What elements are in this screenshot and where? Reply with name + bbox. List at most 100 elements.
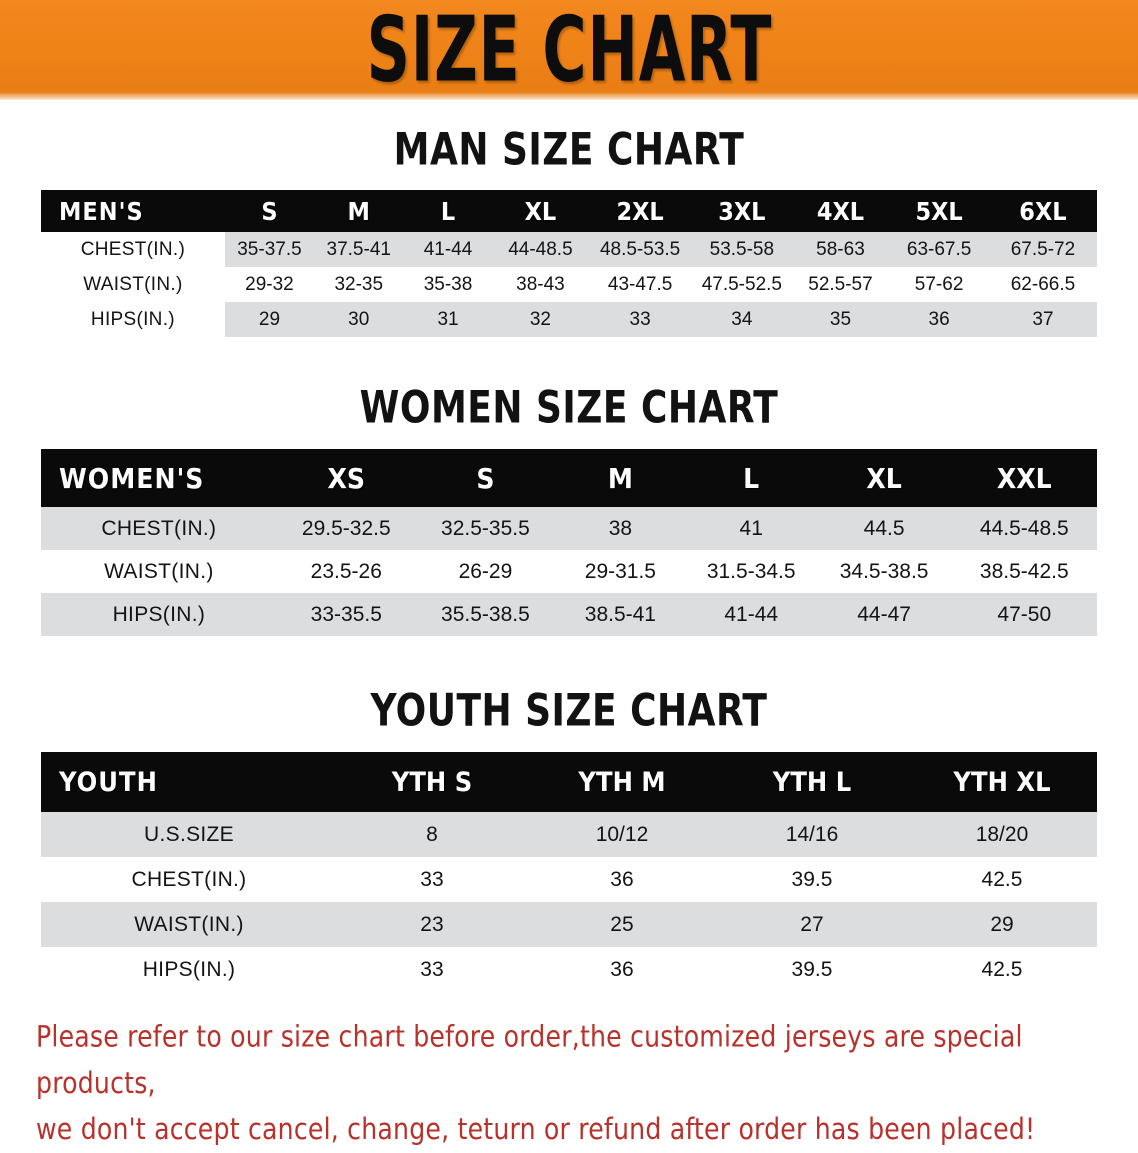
- youth-size-column-header: YTH M: [526, 752, 717, 812]
- men-size-column-header: 4XL: [791, 190, 890, 232]
- men-measurement-value: 35-37.5: [224, 232, 315, 267]
- youth-measurement-value: 33: [336, 857, 527, 902]
- men-measurement-value: 32: [492, 302, 589, 337]
- men-measurement-value: 34: [692, 302, 792, 337]
- women-size-column-header: M: [554, 449, 686, 507]
- women-measurement-value: 47-50: [951, 593, 1097, 636]
- men-measurement-value: 58-63: [791, 232, 890, 267]
- men-measurement-value: 33: [588, 302, 693, 337]
- men-measurement-value: 62-66.5: [988, 267, 1097, 302]
- women-header-label: WOMEN'S: [41, 449, 277, 507]
- youth-measurement-value: 36: [526, 857, 717, 902]
- man-table-body: CHEST(IN.) 35-37.5 37.5-41 41-44 44-48.5 48.5…: [41, 232, 1097, 337]
- banner-bottom-fade: [0, 92, 1138, 100]
- women-measurement-value: 29.5-32.5: [276, 507, 416, 550]
- men-size-column-header: XL: [492, 190, 589, 232]
- table-row: HIPS(IN.) 33 36 39.5 42.5: [41, 947, 1097, 992]
- men-measurement-value: 30: [314, 302, 404, 337]
- men-size-column-header: L: [403, 190, 493, 232]
- women-size-column-header: XXL: [951, 449, 1097, 507]
- men-measurement-value: 43-47.5: [588, 267, 693, 302]
- youth-measurement-value: 33: [336, 947, 527, 992]
- men-measurement-value: 63-67.5: [889, 232, 989, 267]
- women-measurement-value: 26-29: [415, 550, 555, 593]
- youth-table-wrap: YOUTH YTH S YTH M YTH L YTH XL U.S.SIZE 8 10/1…: [41, 752, 1097, 992]
- youth-size-table: YOUTH YTH S YTH M YTH L YTH XL U.S.SIZE 8 10/1…: [41, 752, 1097, 992]
- women-measurement-value: 44-47: [816, 593, 952, 636]
- table-row: WAIST(IN.) 23.5-26 26-29 29-31.5 31.5-34.5 34…: [41, 550, 1097, 593]
- men-measurement-value: 36: [889, 302, 989, 337]
- youth-table-head: YOUTH YTH S YTH M YTH L YTH XL: [41, 752, 1097, 812]
- women-measurement-value: 38.5-42.5: [951, 550, 1097, 593]
- youth-row-label: U.S.SIZE: [41, 812, 337, 857]
- men-row-label: HIPS(IN.): [41, 302, 225, 337]
- man-table-wrap: MEN'S S M L XL 2XL 3XL 4XL 5XL 6XL CHEST(IN.) 35-3…: [41, 190, 1097, 337]
- disclaimer-line-2: we don't accept cancel, change, teturn o…: [36, 1111, 1036, 1147]
- women-measurement-value: 38.5-41: [554, 593, 686, 636]
- man-header-row: MEN'S S M L XL 2XL 3XL 4XL 5XL 6XL: [41, 190, 1097, 232]
- table-row: HIPS(IN.) 33-35.5 35.5-38.5 38.5-41 41-44 44-…: [41, 593, 1097, 636]
- women-row-label: CHEST(IN.): [41, 507, 277, 550]
- page-banner: SIZE CHART: [0, 0, 1138, 100]
- men-size-column-header: 6XL: [988, 190, 1097, 232]
- men-size-column-header: 5XL: [889, 190, 989, 232]
- youth-header-row: YOUTH YTH S YTH M YTH L YTH XL: [41, 752, 1097, 812]
- youth-size-column-header: YTH S: [336, 752, 527, 812]
- man-table-head: MEN'S S M L XL 2XL 3XL 4XL 5XL 6XL: [41, 190, 1097, 232]
- youth-measurement-value: 25: [526, 902, 717, 947]
- men-measurement-value: 32-35: [314, 267, 404, 302]
- men-measurement-value: 35-38: [403, 267, 493, 302]
- women-measurement-value: 23.5-26: [276, 550, 416, 593]
- women-size-column-header: L: [685, 449, 817, 507]
- youth-measurement-value: 39.5: [716, 857, 907, 902]
- men-measurement-value: 38-43: [492, 267, 589, 302]
- men-measurement-value: 48.5-53.5: [588, 232, 693, 267]
- women-size-column-header: XS: [276, 449, 416, 507]
- youth-measurement-value: 42.5: [906, 947, 1097, 992]
- youth-measurement-value: 36: [526, 947, 717, 992]
- youth-section-title: YOUTH SIZE CHART: [370, 685, 768, 737]
- women-row-label: WAIST(IN.): [41, 550, 277, 593]
- women-row-label: HIPS(IN.): [41, 593, 277, 636]
- men-measurement-value: 35: [791, 302, 890, 337]
- youth-measurement-value: 39.5: [716, 947, 907, 992]
- men-size-column-header: S: [224, 190, 315, 232]
- women-measurement-value: 44.5-48.5: [951, 507, 1097, 550]
- men-size-column-header: M: [314, 190, 404, 232]
- youth-measurement-value: 23: [336, 902, 527, 947]
- table-row: HIPS(IN.) 29 30 31 32 33 34 35 36 37: [41, 302, 1097, 337]
- men-row-label: WAIST(IN.): [41, 267, 225, 302]
- women-measurement-value: 35.5-38.5: [415, 593, 555, 636]
- men-header-label: MEN'S: [41, 190, 225, 232]
- page-title: SIZE CHART: [366, 0, 772, 102]
- men-measurement-value: 67.5-72: [988, 232, 1097, 267]
- women-table-head: WOMEN'S XS S M L XL XXL: [41, 449, 1097, 507]
- disclaimer-line-1: Please refer to our size chart before or…: [36, 1019, 1023, 1101]
- youth-measurement-value: 42.5: [906, 857, 1097, 902]
- men-measurement-value: 37: [988, 302, 1097, 337]
- youth-measurement-value: 14/16: [716, 812, 907, 857]
- youth-measurement-value: 10/12: [526, 812, 717, 857]
- women-measurement-value: 29-31.5: [554, 550, 686, 593]
- women-measurement-value: 41-44: [685, 593, 817, 636]
- women-measurement-value: 41: [685, 507, 817, 550]
- table-row: U.S.SIZE 8 10/12 14/16 18/20: [41, 812, 1097, 857]
- men-measurement-value: 41-44: [403, 232, 493, 267]
- women-measurement-value: 32.5-35.5: [415, 507, 555, 550]
- youth-row-label: HIPS(IN.): [41, 947, 337, 992]
- men-measurement-value: 57-62: [889, 267, 989, 302]
- table-row: CHEST(IN.) 29.5-32.5 32.5-35.5 38 41 44.5 44.5…: [41, 507, 1097, 550]
- women-table-wrap: WOMEN'S XS S M L XL XXL CHEST(IN.) 29.5-32.5 32.…: [41, 449, 1097, 636]
- men-measurement-value: 37.5-41: [314, 232, 404, 267]
- table-row: WAIST(IN.) 29-32 32-35 35-38 38-43 43-47.5 47.…: [41, 267, 1097, 302]
- youth-measurement-value: 18/20: [906, 812, 1097, 857]
- youth-size-column-header: YTH XL: [906, 752, 1097, 812]
- women-size-table: WOMEN'S XS S M L XL XXL CHEST(IN.) 29.5-32.5 32.…: [41, 449, 1097, 636]
- table-row: CHEST(IN.) 35-37.5 37.5-41 41-44 44-48.5 48.5…: [41, 232, 1097, 267]
- youth-table-body: U.S.SIZE 8 10/12 14/16 18/20 CHEST(IN.) 33 36 39…: [41, 812, 1097, 992]
- youth-header-label: YOUTH: [41, 752, 337, 812]
- table-row: CHEST(IN.) 33 36 39.5 42.5: [41, 857, 1097, 902]
- men-row-label: CHEST(IN.): [41, 232, 225, 267]
- women-size-column-header: XL: [816, 449, 952, 507]
